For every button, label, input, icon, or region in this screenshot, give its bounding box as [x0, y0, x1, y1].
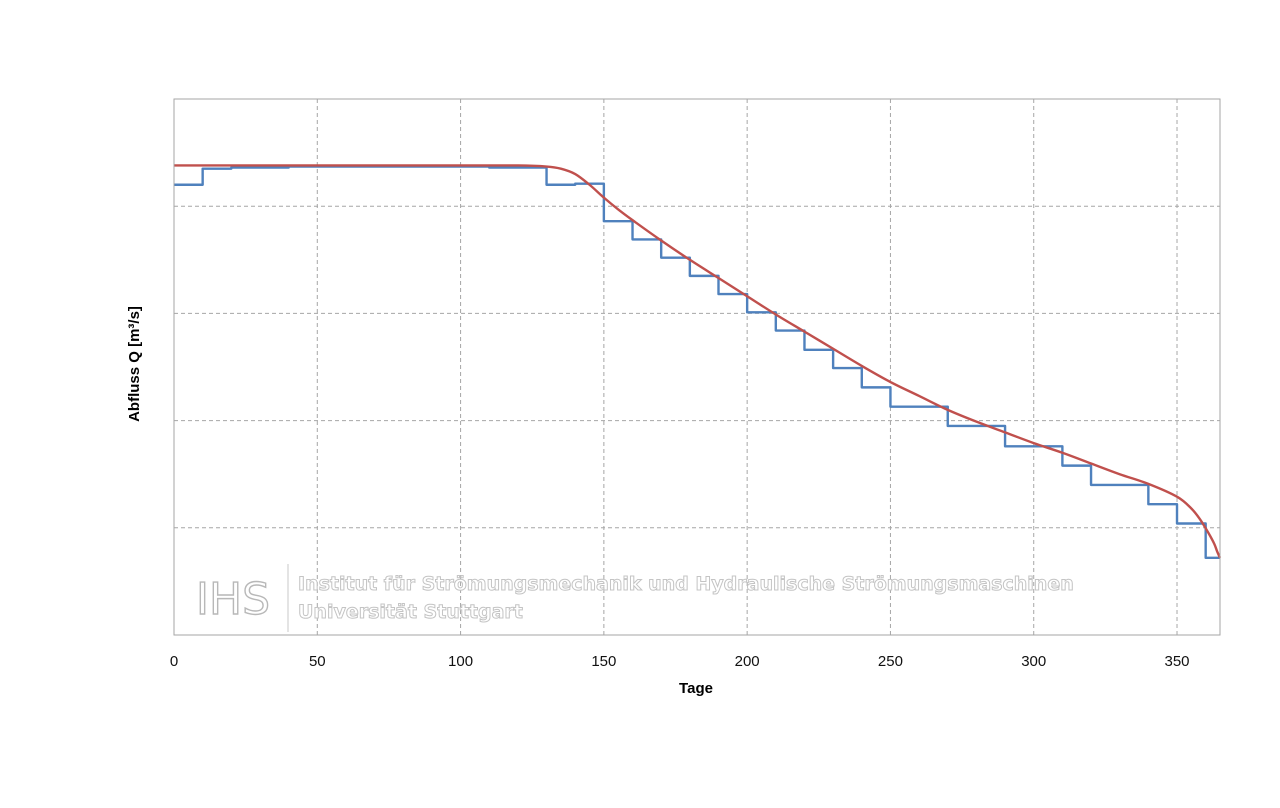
x-tick-label: 100 — [448, 653, 473, 670]
x-axis-title: Tage — [679, 680, 713, 697]
watermark: IHS Institut für Strömungsmechanik und H… — [195, 564, 1074, 632]
watermark-logo: IHS — [196, 574, 270, 625]
grid — [174, 99, 1220, 635]
y-axis-title: Abfluss Q [m³/s] — [126, 306, 143, 422]
x-tick-label: 350 — [1164, 653, 1189, 670]
series-layer — [173, 164, 1222, 560]
x-tick-label: 300 — [1021, 653, 1046, 670]
x-tick-label: 150 — [591, 653, 616, 670]
x-tick-label: 200 — [735, 653, 760, 670]
watermark-line1: Institut für Strömungsmechanik und Hydra… — [298, 573, 1074, 595]
watermark-line2: Universität Stuttgart — [298, 601, 523, 623]
x-tick-label: 50 — [309, 653, 326, 670]
step-series-line — [174, 165, 1220, 560]
x-tick-label: 0 — [170, 653, 178, 670]
x-tick-label: 250 — [878, 653, 903, 670]
x-tick-labels: 0 50 100 150 200 250 300 350 — [170, 653, 1190, 670]
curve-series-line — [173, 164, 1222, 559]
plot-frame — [173, 98, 1221, 636]
